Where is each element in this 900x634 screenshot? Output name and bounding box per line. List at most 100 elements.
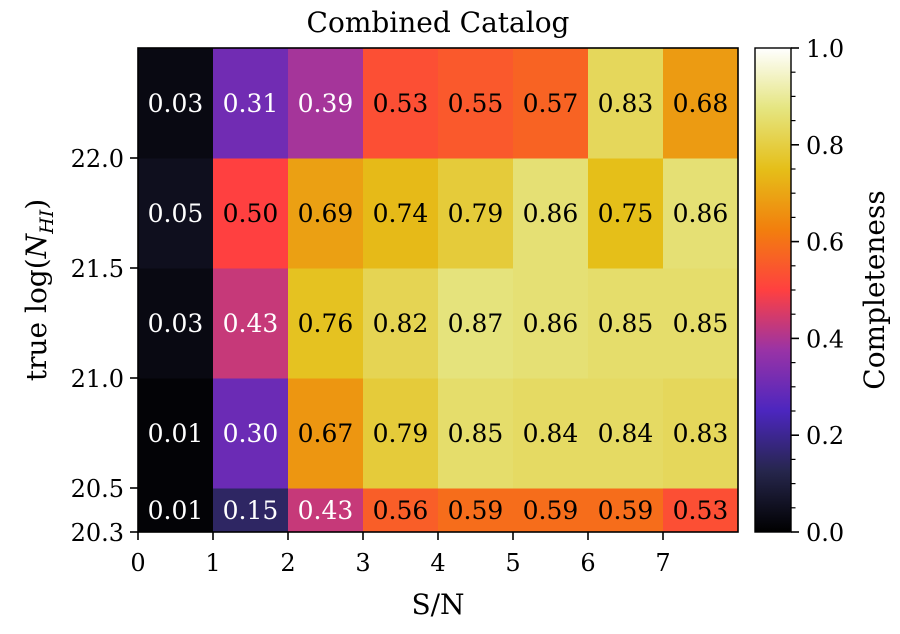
y-axis-label-var: N [20, 232, 53, 259]
cell-value-label: 0.57 [523, 89, 579, 118]
cell-value-label: 0.59 [448, 496, 504, 525]
chart-title: Combined Catalog [307, 6, 570, 39]
x-tick-label: 4 [430, 549, 445, 577]
cell-value-label: 0.05 [148, 199, 204, 228]
y-tick-label: 21.5 [71, 255, 124, 283]
heatmap-cell [663, 378, 739, 489]
heatmap-cell [288, 378, 364, 489]
colorbar [754, 47, 792, 533]
colorbar-tick-label: 0.6 [806, 229, 844, 257]
cell-value-label: 0.68 [673, 89, 729, 118]
y-tick-label: 20.5 [71, 475, 124, 503]
cell-value-label: 0.87 [448, 309, 504, 338]
heatmap-cell [663, 48, 739, 159]
colorbar-tick-label: 0.2 [806, 422, 844, 450]
heatmap-cell [363, 48, 439, 159]
heatmap-cell [138, 48, 214, 159]
heatmap-cell [363, 488, 439, 533]
heatmap-cell [363, 378, 439, 489]
heatmap-cell [438, 378, 514, 489]
cell-value-label: 0.56 [373, 496, 429, 525]
y-axis-label-sub: HI [36, 209, 58, 235]
cell-value-label: 0.50 [223, 199, 279, 228]
y-axis-label-prefix: true log( [20, 258, 53, 381]
cell-value-label: 0.01 [148, 419, 204, 448]
heatmap-cell [213, 378, 289, 489]
heatmap-cell [213, 48, 289, 159]
x-tick-label: 1 [205, 549, 220, 577]
heatmap-cell [588, 378, 664, 489]
colorbar-tick-label: 0.4 [806, 325, 844, 353]
cell-value-label: 0.85 [673, 309, 729, 338]
heatmap-cell [588, 158, 664, 269]
heatmap-cell [363, 268, 439, 379]
heatmap-cell [213, 268, 289, 379]
cell-value-label: 0.39 [298, 89, 354, 118]
heatmap-cell [138, 158, 214, 269]
cell-value-label: 0.79 [448, 199, 504, 228]
cell-value-label: 0.83 [598, 89, 654, 118]
cell-value-label: 0.84 [598, 419, 654, 448]
heatmap-cell [213, 488, 289, 533]
cell-value-label: 0.15 [223, 496, 279, 525]
cell-value-label: 0.85 [448, 419, 504, 448]
colorbar-label: Completeness [858, 190, 891, 389]
cell-value-label: 0.86 [523, 199, 579, 228]
heatmap-cell [513, 268, 589, 379]
cell-value-label: 0.75 [598, 199, 654, 228]
y-tick-label: 20.3 [71, 519, 124, 547]
heatmap-cell [588, 268, 664, 379]
heatmap-cell [288, 158, 364, 269]
cell-value-label: 0.53 [673, 496, 729, 525]
heatmap-cell [438, 488, 514, 533]
y-axis: 20.3 20.5 21.0 21.5 22.0 [71, 145, 138, 547]
y-tick-label: 21.0 [71, 365, 124, 393]
x-tick-label: 3 [355, 549, 370, 577]
y-axis-label: true log(NHI) [20, 199, 58, 381]
cell-value-label: 0.59 [523, 496, 579, 525]
cell-value-label: 0.01 [148, 496, 204, 525]
cell-value-label: 0.86 [673, 199, 729, 228]
heatmap-cell [138, 488, 214, 533]
heatmap-cell [288, 268, 364, 379]
cell-value-label: 0.55 [448, 89, 504, 118]
heatmap-cell [288, 488, 364, 533]
heatmap-cell [513, 158, 589, 269]
heatmap-cell [663, 488, 739, 533]
heatmap-cell [438, 48, 514, 159]
heatmap-cell [663, 158, 739, 269]
heatmap-cell [288, 48, 364, 159]
x-tick-label: 5 [505, 549, 520, 577]
cell-value-label: 0.67 [298, 419, 354, 448]
cell-value-label: 0.84 [523, 419, 579, 448]
y-tick-label: 22.0 [71, 145, 124, 173]
cell-value-label: 0.76 [298, 309, 354, 338]
x-tick-label: 0 [130, 549, 145, 577]
x-tick-label: 2 [280, 549, 295, 577]
heatmap-cell [138, 268, 214, 379]
cell-value-label: 0.43 [298, 496, 354, 525]
cell-value-label: 0.03 [148, 309, 204, 338]
cell-value-label: 0.30 [223, 419, 279, 448]
x-axis-label: S/N [411, 588, 464, 621]
heatmap-cell [513, 378, 589, 489]
colorbar-axis: 0.0 0.2 0.4 0.6 0.8 1.0 [791, 35, 844, 547]
cell-value-label: 0.03 [148, 89, 204, 118]
cell-value-label: 0.31 [223, 89, 279, 118]
heatmap-cell [213, 158, 289, 269]
heatmap-cell [588, 488, 664, 533]
heatmap-cell [513, 48, 589, 159]
cell-value-labels: 0.01 0.15 0.43 0.56 0.59 0.59 0.59 0.53 0.01 0.30… [148, 89, 729, 525]
heatmap-cell [438, 268, 514, 379]
heatmap-cells [138, 48, 739, 533]
heatmap-cell [138, 378, 214, 489]
heatmap-cell [363, 158, 439, 269]
colorbar-tick-label: 0.8 [806, 132, 844, 160]
heatmap-cell [663, 268, 739, 379]
heatmap-cell [438, 158, 514, 269]
cell-value-label: 0.86 [523, 309, 579, 338]
colorbar-tick-label: 1.0 [806, 35, 844, 63]
x-tick-label: 6 [580, 549, 595, 577]
heatmap-cell [513, 488, 589, 533]
